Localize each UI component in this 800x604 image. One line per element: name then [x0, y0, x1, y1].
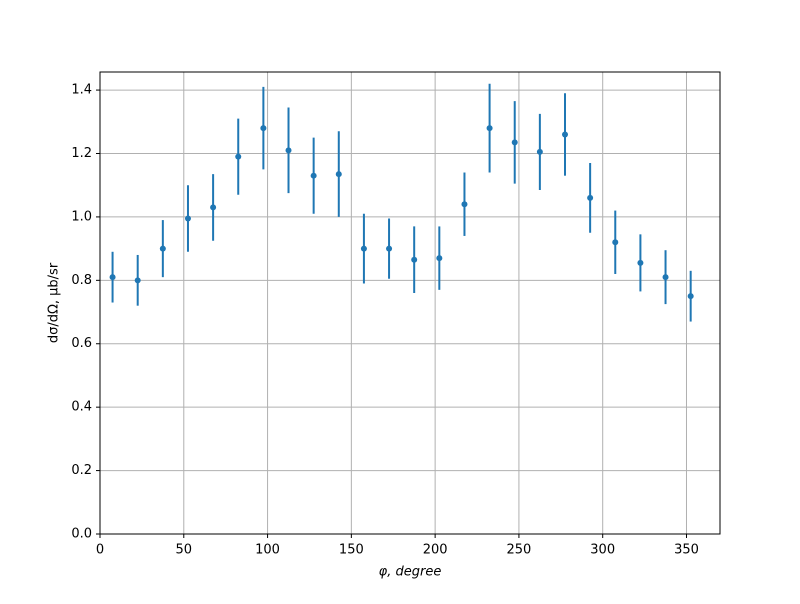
- x-tick-label: 250: [507, 543, 532, 558]
- data-point: [637, 259, 644, 266]
- plot-frame: [99, 71, 721, 535]
- data-point: [511, 139, 518, 146]
- x-axis-label: φ, degree: [379, 565, 442, 580]
- data-point: [486, 125, 493, 132]
- data-point: [310, 172, 317, 179]
- x-tick-label: 0: [96, 543, 104, 558]
- y-tick-label: 1.2: [71, 146, 92, 161]
- data-point: [687, 293, 694, 300]
- data-point: [210, 204, 217, 211]
- data-point: [436, 255, 443, 262]
- data-point: [536, 148, 543, 155]
- data-point: [285, 147, 292, 154]
- data-point: [109, 274, 116, 281]
- x-tick-label: 50: [176, 543, 193, 558]
- data-point: [461, 201, 468, 208]
- y-tick-label: 0.6: [71, 336, 92, 351]
- x-tick-label: 300: [590, 543, 615, 558]
- y-tick-label: 0.8: [71, 273, 92, 288]
- data-point: [184, 215, 191, 222]
- data-point: [260, 125, 267, 132]
- data-point: [235, 153, 242, 160]
- data-point: [159, 245, 166, 252]
- data-point: [386, 245, 393, 252]
- data-point: [134, 277, 141, 284]
- data-point: [562, 131, 568, 138]
- data-point: [335, 171, 342, 178]
- y-tick-label: 0.2: [71, 463, 92, 478]
- x-tick-label: 150: [339, 543, 364, 558]
- data-point: [360, 245, 367, 252]
- y-axis-label: dσ/dΩ, μb/sr: [47, 262, 62, 343]
- x-tick-label: 200: [423, 543, 448, 558]
- data-point: [612, 239, 619, 246]
- data-point: [662, 274, 669, 281]
- data-point: [587, 194, 594, 201]
- y-tick-label: 0.4: [71, 400, 92, 415]
- y-tick-label: 1.4: [71, 83, 92, 98]
- y-tick-label: 1.0: [71, 209, 92, 224]
- x-tick-label: 100: [255, 543, 280, 558]
- y-tick-label: 0.0: [71, 527, 92, 542]
- data-point: [411, 256, 418, 263]
- x-tick-label: 350: [674, 543, 699, 558]
